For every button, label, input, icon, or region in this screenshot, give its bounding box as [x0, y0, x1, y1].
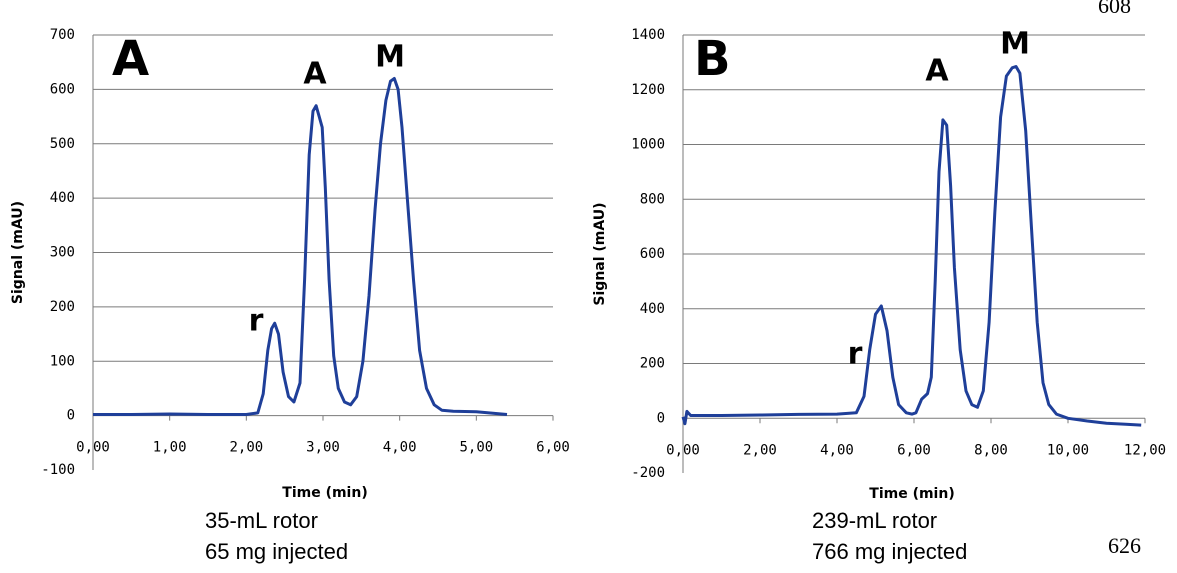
- y-tick-label: 0: [657, 410, 665, 426]
- y-tick-label: 600: [50, 81, 75, 97]
- peak-label: M: [375, 40, 405, 75]
- signal-line: [93, 77, 508, 416]
- x-tick-label: 4,00: [383, 440, 417, 456]
- x-axis-label: Time (min): [282, 485, 367, 501]
- header-fragment: 608: [1098, 0, 1131, 18]
- y-tick-label: -100: [41, 462, 75, 478]
- x-tick-label: 6,00: [536, 440, 570, 456]
- y-axis-label: Signal (mAU): [10, 201, 26, 304]
- x-tick-label: 0,00: [76, 440, 110, 456]
- peak-label: M: [1000, 27, 1030, 62]
- x-tick-label: 2,00: [229, 440, 263, 456]
- caption: 766 mg injected: [812, 539, 967, 564]
- peak-label: r: [249, 304, 264, 339]
- y-tick-label: 200: [640, 356, 665, 372]
- peak-label: r: [848, 337, 863, 372]
- y-tick-label: 800: [640, 191, 665, 207]
- y-tick-label: 1000: [631, 137, 665, 153]
- y-tick-label: 700: [50, 27, 75, 43]
- page-number: 626: [1108, 533, 1141, 558]
- x-tick-label: 1,00: [153, 440, 187, 456]
- x-tick-label: 12,00: [1124, 442, 1166, 458]
- peak-label: A: [303, 57, 327, 92]
- y-tick-label: 400: [50, 190, 75, 206]
- y-tick-label: 200: [50, 299, 75, 315]
- x-tick-label: 8,00: [974, 442, 1008, 458]
- y-tick-label: 100: [50, 353, 75, 369]
- y-tick-label: 300: [50, 245, 75, 261]
- peak-label: A: [925, 54, 949, 89]
- y-tick-label: 500: [50, 136, 75, 152]
- x-tick-label: 2,00: [743, 442, 777, 458]
- y-tick-label: 1400: [631, 27, 665, 43]
- x-axis-label: Time (min): [869, 486, 954, 502]
- y-tick-label: -200: [631, 465, 665, 481]
- y-tick-label: 400: [640, 301, 665, 317]
- x-tick-label: 3,00: [306, 440, 340, 456]
- x-tick-label: 4,00: [820, 442, 854, 458]
- panel-label: A: [112, 31, 149, 87]
- panel-label: B: [694, 31, 731, 87]
- x-tick-label: 6,00: [897, 442, 931, 458]
- caption: 35-mL rotor: [205, 508, 318, 533]
- x-tick-label: 10,00: [1047, 442, 1089, 458]
- y-tick-label: 600: [640, 246, 665, 262]
- y-axis-label: Signal (mAU): [592, 202, 608, 305]
- y-tick-label: 0: [67, 408, 75, 424]
- caption: 65 mg injected: [205, 539, 348, 564]
- x-tick-label: 0,00: [666, 442, 700, 458]
- y-tick-label: 1200: [631, 82, 665, 98]
- caption: 239-mL rotor: [812, 508, 937, 533]
- x-tick-label: 5,00: [459, 440, 493, 456]
- signal-line: [681, 65, 1142, 427]
